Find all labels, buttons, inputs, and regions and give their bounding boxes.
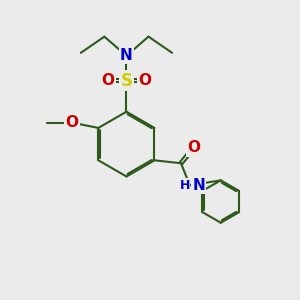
Text: O: O [65, 115, 78, 130]
Text: O: O [102, 73, 115, 88]
Text: O: O [138, 73, 151, 88]
Text: O: O [187, 140, 200, 155]
Text: H: H [179, 179, 190, 192]
Text: S: S [120, 72, 132, 90]
Text: N: N [120, 48, 133, 63]
Text: N: N [192, 178, 205, 193]
